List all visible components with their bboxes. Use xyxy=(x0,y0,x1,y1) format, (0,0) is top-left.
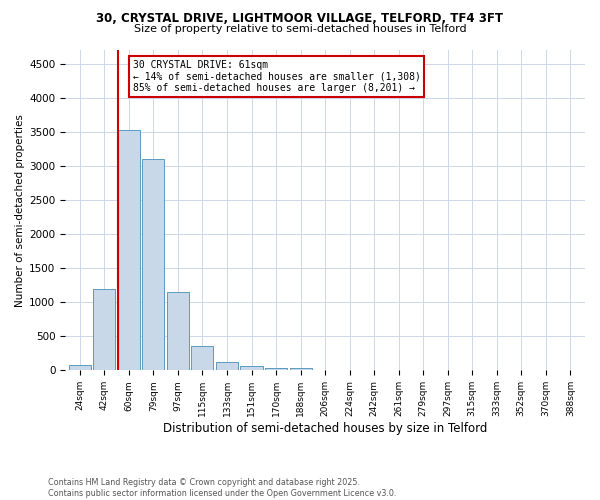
Bar xyxy=(216,362,238,370)
Bar xyxy=(69,365,91,370)
Bar xyxy=(94,288,115,370)
Bar xyxy=(265,368,287,370)
Bar xyxy=(167,292,189,370)
Text: Size of property relative to semi-detached houses in Telford: Size of property relative to semi-detach… xyxy=(134,24,466,34)
Text: Contains HM Land Registry data © Crown copyright and database right 2025.
Contai: Contains HM Land Registry data © Crown c… xyxy=(48,478,397,498)
Text: 30, CRYSTAL DRIVE, LIGHTMOOR VILLAGE, TELFORD, TF4 3FT: 30, CRYSTAL DRIVE, LIGHTMOOR VILLAGE, TE… xyxy=(97,12,503,26)
X-axis label: Distribution of semi-detached houses by size in Telford: Distribution of semi-detached houses by … xyxy=(163,422,487,435)
Bar xyxy=(191,346,214,370)
Bar xyxy=(118,130,140,370)
Bar xyxy=(142,159,164,370)
Y-axis label: Number of semi-detached properties: Number of semi-detached properties xyxy=(15,114,25,306)
Bar xyxy=(241,366,263,370)
Bar xyxy=(290,368,311,370)
Text: 30 CRYSTAL DRIVE: 61sqm
← 14% of semi-detached houses are smaller (1,308)
85% of: 30 CRYSTAL DRIVE: 61sqm ← 14% of semi-de… xyxy=(133,60,421,93)
